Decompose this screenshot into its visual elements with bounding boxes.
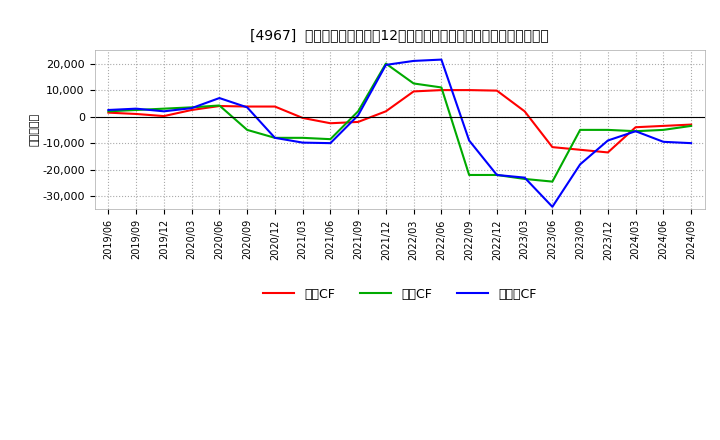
フリーCF [187, 106, 196, 111]
Line: 投資CF: 投資CF [109, 63, 691, 182]
投資CF [437, 85, 446, 90]
営業CF [437, 88, 446, 93]
フリーCF [104, 107, 113, 113]
営業CF [354, 119, 362, 125]
投資CF [271, 135, 279, 140]
営業CF [576, 147, 585, 152]
営業CF [492, 88, 501, 93]
フリーCF [243, 105, 251, 110]
Line: フリーCF: フリーCF [109, 59, 691, 207]
営業CF [521, 109, 529, 114]
営業CF [326, 121, 335, 126]
フリーCF [465, 138, 474, 143]
フリーCF [437, 57, 446, 62]
Y-axis label: （百万円）: （百万円） [30, 114, 40, 147]
投資CF [659, 127, 667, 132]
フリーCF [631, 128, 640, 134]
営業CF [659, 123, 667, 128]
フリーCF [326, 140, 335, 146]
フリーCF [409, 58, 418, 63]
投資CF [521, 176, 529, 182]
フリーCF [215, 95, 224, 101]
営業CF [603, 150, 612, 155]
フリーCF [298, 140, 307, 145]
営業CF [271, 104, 279, 109]
投資CF [160, 106, 168, 111]
Legend: 営業CF, 投資CF, フリーCF: 営業CF, 投資CF, フリーCF [258, 282, 541, 305]
投資CF [603, 127, 612, 132]
投資CF [631, 128, 640, 134]
フリーCF [160, 109, 168, 114]
営業CF [548, 144, 557, 150]
フリーCF [659, 139, 667, 144]
投資CF [409, 81, 418, 86]
営業CF [465, 88, 474, 93]
営業CF [243, 104, 251, 109]
営業CF [104, 110, 113, 115]
投資CF [326, 136, 335, 142]
フリーCF [576, 162, 585, 167]
投資CF [104, 109, 113, 114]
フリーCF [687, 140, 696, 146]
フリーCF [354, 113, 362, 118]
投資CF [576, 127, 585, 132]
投資CF [465, 172, 474, 178]
営業CF [409, 89, 418, 94]
フリーCF [603, 138, 612, 143]
投資CF [382, 61, 390, 66]
Title: [4967]  キャッシュフローの12か月移動合計の対前年同期増減額の推移: [4967] キャッシュフローの12か月移動合計の対前年同期増減額の推移 [251, 28, 549, 42]
投資CF [243, 127, 251, 132]
投資CF [687, 123, 696, 128]
Line: 営業CF: 営業CF [109, 90, 691, 152]
投資CF [187, 105, 196, 110]
フリーCF [132, 106, 140, 111]
投資CF [215, 103, 224, 108]
フリーCF [492, 172, 501, 178]
営業CF [215, 103, 224, 109]
投資CF [492, 172, 501, 178]
営業CF [132, 111, 140, 117]
投資CF [298, 135, 307, 140]
投資CF [354, 109, 362, 114]
フリーCF [271, 135, 279, 140]
投資CF [132, 107, 140, 113]
投資CF [548, 179, 557, 184]
営業CF [687, 122, 696, 127]
営業CF [298, 115, 307, 121]
フリーCF [382, 62, 390, 67]
営業CF [382, 109, 390, 114]
営業CF [187, 107, 196, 113]
フリーCF [548, 204, 557, 209]
営業CF [160, 114, 168, 119]
フリーCF [521, 175, 529, 180]
営業CF [631, 125, 640, 130]
